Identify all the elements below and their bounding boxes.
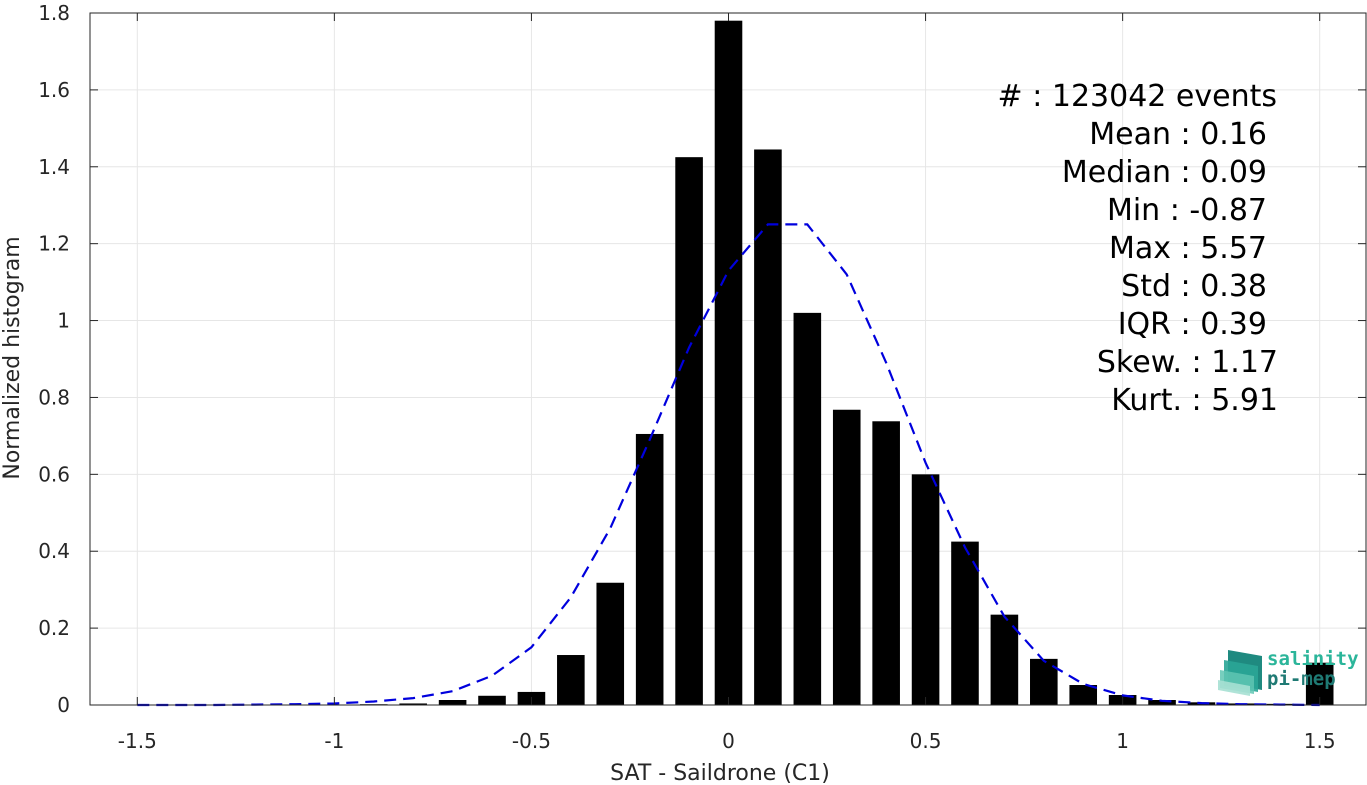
- histogram-bar: [675, 157, 703, 705]
- y-axis-title: Normalized histogram: [0, 236, 25, 479]
- y-tick-label: 0.8: [38, 385, 70, 409]
- logo-text-salinity: salinity: [1267, 648, 1359, 670]
- stat-line: # : 123042 events: [998, 79, 1277, 114]
- histogram-bar: [478, 695, 506, 705]
- y-tick-label: 1.4: [38, 155, 70, 179]
- histogram-bar: [596, 582, 625, 705]
- histogram-bar: [438, 700, 467, 705]
- histogram-bars: [320, 20, 1334, 705]
- histogram-bar: [872, 421, 900, 705]
- y-tick-label: 0.4: [38, 539, 70, 563]
- histogram-bar: [714, 20, 743, 705]
- histogram-bar: [635, 433, 664, 705]
- x-tick-label: -1.5: [118, 729, 157, 753]
- x-tick-label: 0.5: [910, 729, 942, 753]
- histogram-bar: [832, 409, 861, 705]
- stat-line: Mean : 0.16: [1089, 117, 1267, 152]
- stat-line: Median : 0.09: [1062, 155, 1267, 190]
- histogram-bar: [951, 541, 979, 705]
- salinity-pi-mep-logo: salinity pi-mep: [1218, 648, 1359, 696]
- x-tick-label: -0.5: [512, 729, 551, 753]
- stat-line: Min : -0.87: [1107, 193, 1267, 228]
- stat-line: Max : 5.57: [1109, 231, 1267, 266]
- x-tick-label: 1.5: [1304, 729, 1336, 753]
- y-tick-label: 1.8: [38, 1, 70, 25]
- x-axis-title: SAT - Saildrone (C1): [610, 761, 830, 785]
- logo-waves-icon: [1218, 650, 1262, 696]
- histogram-bar: [1069, 685, 1098, 705]
- stat-line: Std : 0.38: [1121, 269, 1267, 304]
- x-tick-label: 1: [1116, 729, 1129, 753]
- y-tick-label: 0.6: [38, 462, 70, 486]
- histogram-bar: [754, 149, 782, 705]
- stat-line: Kurt. : 5.91: [1111, 383, 1278, 418]
- y-tick-label: 1.6: [38, 78, 70, 102]
- logo-text-pi-mep: pi-mep: [1267, 668, 1336, 690]
- x-tick-label: 0: [722, 729, 735, 753]
- y-tick-label: 1: [57, 309, 70, 333]
- y-tick-label: 0.2: [38, 616, 70, 640]
- histogram-bar: [399, 703, 427, 705]
- histogram-bar: [793, 312, 822, 705]
- stat-line: Skew. : 1.17: [1097, 345, 1278, 380]
- histogram-bar: [911, 474, 940, 705]
- histogram-bar: [990, 614, 1019, 705]
- x-tick-label: -1: [324, 729, 344, 753]
- tick-labels: -1.5 -1 -0.5 0 0.5 1 1.5 0 0.2 0.4 0.6 0.8 1 1.2 1.4 1.…: [38, 1, 1335, 753]
- histogram-bar: [1148, 700, 1176, 705]
- y-tick-label: 1.2: [38, 232, 70, 256]
- y-tick-label: 0: [57, 693, 70, 717]
- axes-frame: [89, 12, 1367, 706]
- stat-line: IQR : 0.39: [1118, 307, 1267, 342]
- histogram-bar: [557, 655, 585, 705]
